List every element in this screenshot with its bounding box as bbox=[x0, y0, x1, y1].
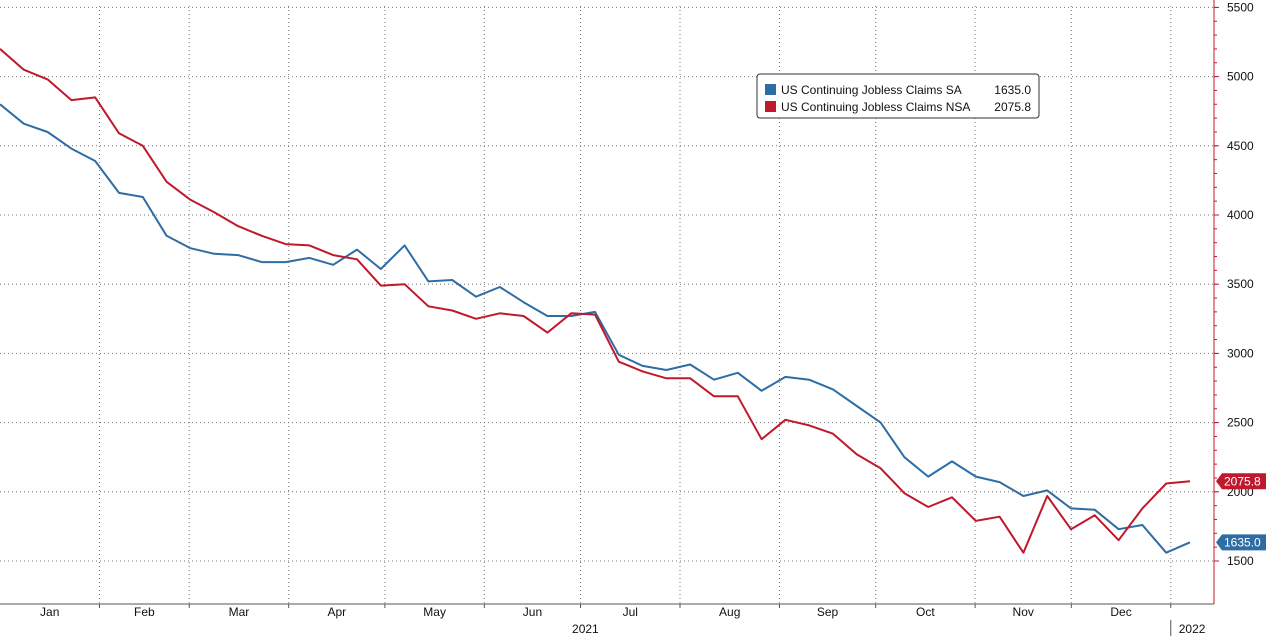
legend-series-name: US Continuing Jobless Claims NSA bbox=[781, 100, 970, 114]
y-tick-label: 4500 bbox=[1227, 139, 1254, 153]
y-tick-label: 5000 bbox=[1227, 70, 1254, 84]
x-tick-label: Dec bbox=[1110, 605, 1131, 619]
series-line-nsa bbox=[0, 48, 1191, 554]
y-tick-label: 3000 bbox=[1227, 346, 1254, 360]
legend: US Continuing Jobless Claims SA 1635.0 US … bbox=[756, 73, 1040, 119]
legend-swatch bbox=[765, 101, 776, 112]
last-value-tag-sa bbox=[1216, 534, 1266, 551]
y-tick-label: 5500 bbox=[1227, 0, 1254, 14]
x-tick-label: Jan bbox=[40, 605, 59, 619]
x-tick-label: Jul bbox=[623, 605, 638, 619]
x-tick-label: Aug bbox=[719, 605, 740, 619]
y-tick-label: 3500 bbox=[1227, 277, 1254, 291]
legend-series-value: 1635.0 bbox=[994, 83, 1031, 97]
year-label-2021: 2021 bbox=[572, 622, 599, 636]
series-line-sa bbox=[0, 103, 1191, 554]
legend-series-value: 2075.8 bbox=[994, 100, 1031, 114]
last-value-tag-nsa bbox=[1216, 473, 1266, 490]
x-tick-label: Oct bbox=[916, 605, 935, 619]
x-tick-label: Sep bbox=[817, 605, 839, 619]
legend-series-name: US Continuing Jobless Claims SA bbox=[781, 83, 962, 97]
legend-swatch bbox=[765, 84, 776, 95]
x-tick-label: May bbox=[423, 605, 446, 619]
y-tick-label: 2500 bbox=[1227, 416, 1254, 430]
last-value-tag-label: 1635.0 bbox=[1224, 535, 1261, 549]
x-tick-label: Mar bbox=[229, 605, 250, 619]
last-value-tag-label: 2075.8 bbox=[1224, 474, 1261, 488]
y-tick-label: 4000 bbox=[1227, 208, 1254, 222]
series-lines bbox=[0, 48, 1191, 554]
x-tick-label: Feb bbox=[134, 605, 155, 619]
x-tick-label: Apr bbox=[327, 605, 346, 619]
year-label-2022: 2022 bbox=[1179, 622, 1206, 636]
x-tick-label: Jun bbox=[523, 605, 542, 619]
x-tick-label: Nov bbox=[1013, 605, 1034, 619]
last-value-tags: 1635.0 2075.8 bbox=[1216, 473, 1266, 551]
legend-box bbox=[756, 73, 1040, 119]
y-tick-label: 1500 bbox=[1227, 554, 1254, 568]
